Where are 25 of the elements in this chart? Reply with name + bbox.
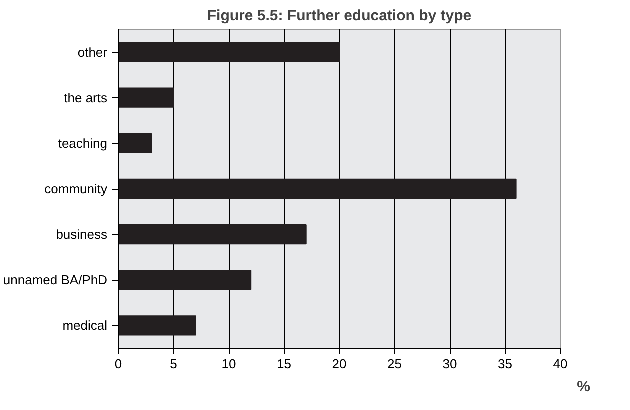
- bar: [118, 88, 174, 108]
- bar: [118, 178, 517, 200]
- y-tick-label: teaching: [58, 136, 108, 151]
- x-tick-label: 25: [388, 356, 402, 372]
- y-tick-label: business: [56, 227, 108, 242]
- y-tick-label: medical: [62, 318, 108, 334]
- y-tick-label: the arts: [64, 90, 108, 106]
- bar: [118, 270, 252, 290]
- x-tick-label: 5: [170, 356, 178, 372]
- bar: [118, 224, 307, 245]
- y-tick-label: unnamed BA/PhD: [3, 272, 108, 288]
- x-tick-label: 40: [553, 356, 568, 372]
- bar: [118, 42, 340, 62]
- x-tick-label: 35: [498, 356, 512, 372]
- bar: [118, 133, 152, 154]
- x-axis-title: %: [577, 378, 591, 396]
- chart-title: Figure 5.5: Further education by type: [207, 8, 472, 24]
- x-tick-label: 10: [222, 356, 236, 372]
- y-tick-label: community: [44, 182, 108, 196]
- x-tick-label: 0: [114, 356, 122, 372]
- y-tick-label: other: [78, 44, 108, 60]
- bar: [118, 316, 196, 336]
- x-tick-label: 30: [442, 356, 458, 372]
- x-tick-label: 15: [277, 356, 292, 372]
- x-tick-label: 20: [332, 356, 347, 372]
